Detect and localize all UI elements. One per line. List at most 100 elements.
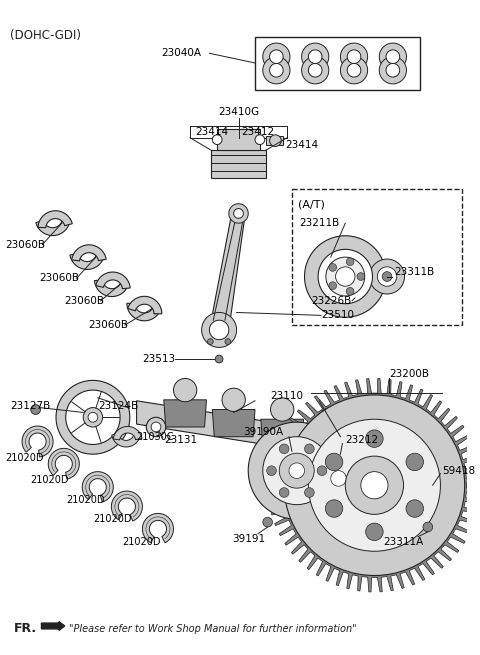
- Circle shape: [321, 461, 356, 496]
- FancyArrow shape: [41, 622, 65, 630]
- Bar: [190, 126, 287, 138]
- Text: "Please refer to Work Shop Manual for further information": "Please refer to Work Shop Manual for fu…: [69, 624, 356, 634]
- Polygon shape: [137, 401, 350, 458]
- Text: 23060B: 23060B: [64, 296, 104, 306]
- Bar: [292, 189, 462, 325]
- Text: 21030C: 21030C: [137, 432, 174, 441]
- Polygon shape: [318, 250, 372, 304]
- Text: 23211B: 23211B: [300, 218, 340, 228]
- Circle shape: [366, 430, 383, 447]
- Polygon shape: [386, 50, 400, 64]
- Circle shape: [345, 456, 404, 514]
- Polygon shape: [56, 381, 130, 454]
- Circle shape: [279, 488, 289, 497]
- Text: 21020D: 21020D: [93, 514, 132, 524]
- Circle shape: [289, 463, 304, 478]
- Text: 23311B: 23311B: [394, 267, 434, 276]
- Polygon shape: [36, 219, 70, 236]
- Circle shape: [325, 500, 343, 517]
- Circle shape: [222, 388, 245, 411]
- Text: 23110: 23110: [271, 391, 303, 401]
- Text: 21020D: 21020D: [6, 453, 44, 463]
- Polygon shape: [48, 449, 79, 479]
- Circle shape: [312, 451, 366, 506]
- Text: 23410G: 23410G: [218, 107, 259, 117]
- Text: 59418: 59418: [443, 466, 476, 476]
- Polygon shape: [268, 379, 480, 592]
- Polygon shape: [379, 43, 407, 70]
- Circle shape: [319, 407, 342, 431]
- Polygon shape: [340, 57, 368, 84]
- Polygon shape: [263, 43, 290, 70]
- Circle shape: [88, 413, 98, 422]
- Polygon shape: [143, 514, 173, 543]
- Polygon shape: [202, 312, 237, 347]
- Text: 23200B: 23200B: [389, 369, 429, 379]
- Circle shape: [382, 272, 392, 282]
- Text: 21020D: 21020D: [30, 476, 68, 485]
- Polygon shape: [263, 57, 290, 84]
- Circle shape: [271, 398, 294, 421]
- Polygon shape: [309, 50, 322, 64]
- Circle shape: [325, 453, 343, 471]
- Polygon shape: [22, 426, 53, 457]
- Text: 21020D: 21020D: [67, 495, 105, 505]
- Circle shape: [215, 355, 223, 363]
- Circle shape: [284, 395, 465, 576]
- Bar: [211, 151, 266, 178]
- Circle shape: [423, 522, 432, 532]
- Text: FR.: FR.: [14, 622, 37, 635]
- Polygon shape: [95, 280, 129, 297]
- Circle shape: [173, 379, 197, 402]
- Circle shape: [83, 407, 103, 427]
- Polygon shape: [209, 214, 245, 330]
- Polygon shape: [229, 204, 248, 223]
- Polygon shape: [301, 57, 329, 84]
- Circle shape: [406, 500, 423, 517]
- Text: (A/T): (A/T): [298, 200, 324, 210]
- Circle shape: [151, 422, 161, 432]
- Polygon shape: [164, 400, 206, 427]
- Bar: [217, 129, 260, 151]
- Bar: [266, 136, 283, 145]
- Polygon shape: [209, 320, 229, 340]
- Polygon shape: [72, 245, 106, 261]
- Polygon shape: [82, 472, 113, 502]
- Circle shape: [370, 259, 405, 294]
- Polygon shape: [113, 426, 142, 440]
- Text: 23060B: 23060B: [39, 274, 80, 284]
- Circle shape: [366, 523, 383, 540]
- Circle shape: [329, 263, 336, 271]
- Polygon shape: [347, 50, 361, 64]
- Circle shape: [255, 135, 265, 145]
- Circle shape: [267, 466, 276, 476]
- Text: 23226B: 23226B: [312, 296, 351, 306]
- Polygon shape: [111, 491, 143, 521]
- Text: 23060B: 23060B: [6, 240, 46, 250]
- Circle shape: [304, 444, 314, 454]
- Text: (DOHC-GDI): (DOHC-GDI): [11, 29, 82, 42]
- Polygon shape: [386, 64, 400, 77]
- Circle shape: [406, 453, 423, 471]
- Circle shape: [331, 471, 346, 486]
- Text: 23311A: 23311A: [384, 536, 424, 546]
- Polygon shape: [66, 390, 120, 445]
- Polygon shape: [112, 434, 141, 447]
- Circle shape: [225, 339, 231, 345]
- Circle shape: [336, 267, 355, 286]
- Polygon shape: [310, 429, 352, 456]
- Circle shape: [248, 422, 345, 519]
- Polygon shape: [212, 409, 255, 437]
- Polygon shape: [301, 43, 329, 70]
- Polygon shape: [270, 64, 283, 77]
- Text: 39190A: 39190A: [243, 427, 284, 437]
- Polygon shape: [128, 296, 162, 314]
- Circle shape: [317, 466, 327, 476]
- Polygon shape: [261, 419, 303, 447]
- Polygon shape: [70, 253, 105, 269]
- Polygon shape: [347, 64, 361, 77]
- Circle shape: [270, 135, 281, 147]
- Circle shape: [304, 488, 314, 497]
- Circle shape: [309, 419, 441, 552]
- Bar: [255, 37, 420, 90]
